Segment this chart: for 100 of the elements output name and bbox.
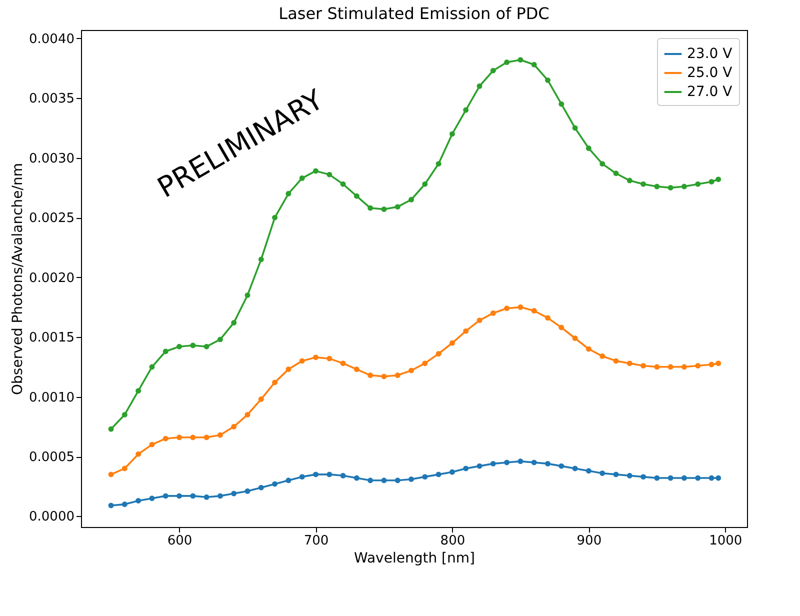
point bbox=[463, 107, 469, 113]
point bbox=[244, 292, 250, 298]
point bbox=[272, 214, 278, 220]
point bbox=[654, 184, 660, 190]
point bbox=[299, 474, 305, 480]
point bbox=[122, 466, 128, 472]
point bbox=[531, 62, 537, 68]
point bbox=[600, 353, 606, 359]
point bbox=[354, 366, 360, 372]
point bbox=[326, 356, 332, 362]
x-tick-label: 700 bbox=[304, 534, 329, 548]
x-tick-label: 600 bbox=[167, 534, 192, 548]
point bbox=[368, 372, 374, 378]
point bbox=[244, 488, 250, 494]
point bbox=[313, 472, 318, 478]
point bbox=[258, 396, 264, 402]
point bbox=[654, 475, 660, 481]
point bbox=[381, 478, 387, 484]
point bbox=[340, 360, 346, 366]
point bbox=[394, 478, 400, 484]
x-tick-label: 1000 bbox=[709, 534, 742, 548]
point bbox=[436, 351, 442, 356]
point bbox=[394, 204, 400, 210]
legend-label: 23.0 V bbox=[687, 46, 733, 62]
point bbox=[613, 472, 619, 478]
point bbox=[463, 466, 469, 472]
point bbox=[313, 354, 318, 360]
point bbox=[654, 364, 660, 370]
point bbox=[381, 374, 387, 380]
x-tick-label: 800 bbox=[440, 534, 466, 548]
point bbox=[531, 308, 537, 314]
point bbox=[490, 310, 496, 316]
point bbox=[545, 77, 550, 83]
point bbox=[422, 474, 428, 480]
point bbox=[340, 472, 346, 478]
y-tick-label: 0.0015 bbox=[29, 330, 74, 346]
point bbox=[408, 368, 414, 374]
point bbox=[558, 324, 564, 330]
point bbox=[586, 346, 592, 352]
point bbox=[695, 362, 701, 368]
point bbox=[299, 358, 305, 364]
point bbox=[490, 460, 496, 466]
point bbox=[476, 83, 482, 89]
x-axis-title: Wavelength [nm] bbox=[354, 550, 475, 566]
point bbox=[422, 181, 428, 187]
point bbox=[626, 360, 632, 366]
point bbox=[149, 496, 155, 502]
point bbox=[204, 434, 210, 440]
point bbox=[122, 502, 128, 508]
point bbox=[136, 388, 142, 394]
point bbox=[190, 493, 196, 499]
point bbox=[354, 193, 360, 199]
y-tick-label: 0.0030 bbox=[29, 151, 74, 166]
point bbox=[149, 442, 155, 448]
point bbox=[162, 348, 168, 354]
point bbox=[668, 475, 674, 481]
y-tick-label: 0.0020 bbox=[29, 270, 74, 286]
point bbox=[695, 475, 701, 481]
y-tick-label: 0.0000 bbox=[29, 510, 74, 525]
point bbox=[272, 380, 278, 386]
point bbox=[640, 362, 646, 368]
point bbox=[504, 306, 510, 312]
legend-label: 25.0 V bbox=[687, 65, 733, 81]
point bbox=[122, 412, 128, 418]
point bbox=[518, 458, 524, 464]
point bbox=[586, 146, 592, 152]
point bbox=[449, 131, 455, 137]
point bbox=[176, 434, 182, 440]
point bbox=[572, 336, 578, 341]
point bbox=[244, 412, 250, 418]
point bbox=[231, 320, 237, 326]
point bbox=[463, 328, 469, 334]
point bbox=[531, 460, 537, 466]
point bbox=[681, 184, 687, 190]
point bbox=[558, 463, 564, 469]
point bbox=[176, 344, 182, 350]
point bbox=[626, 472, 632, 478]
point bbox=[449, 340, 455, 346]
point bbox=[204, 494, 210, 500]
point bbox=[326, 472, 332, 478]
point bbox=[504, 460, 510, 466]
point bbox=[572, 125, 578, 131]
point bbox=[286, 478, 292, 484]
point bbox=[558, 101, 564, 107]
point bbox=[436, 161, 442, 167]
chart-title: Laser Stimulated Emission of PDC bbox=[278, 4, 550, 23]
y-tick-label: 0.0025 bbox=[29, 211, 74, 226]
point bbox=[204, 344, 210, 350]
legend-label: 27.0 V bbox=[687, 84, 733, 100]
point bbox=[368, 478, 374, 484]
point bbox=[716, 360, 722, 366]
point bbox=[286, 366, 292, 372]
point bbox=[640, 181, 646, 187]
point bbox=[572, 466, 578, 472]
point bbox=[136, 451, 142, 457]
point bbox=[231, 490, 237, 496]
y-tick-label: 0.0005 bbox=[29, 450, 74, 466]
point bbox=[108, 472, 114, 478]
point bbox=[258, 484, 264, 490]
point bbox=[108, 426, 114, 432]
